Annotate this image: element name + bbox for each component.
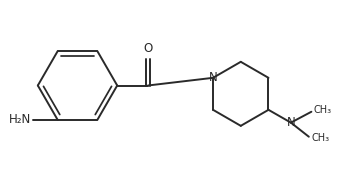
Text: CH₃: CH₃ (311, 133, 330, 143)
Text: N: N (287, 116, 296, 129)
Text: H₂N: H₂N (8, 113, 31, 126)
Text: O: O (143, 42, 153, 55)
Text: CH₃: CH₃ (314, 106, 332, 115)
Text: N: N (209, 71, 217, 84)
